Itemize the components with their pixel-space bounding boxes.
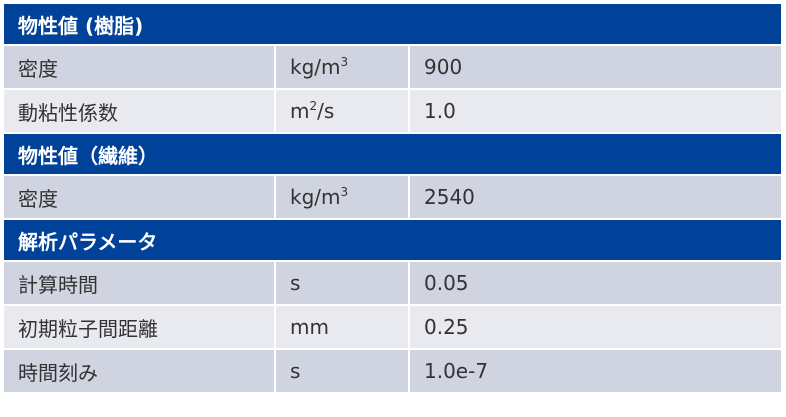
- unit-base: mm: [290, 315, 329, 339]
- table-row: 密度 kg/m3 900: [4, 46, 781, 88]
- property-unit: kg/m3: [276, 46, 408, 88]
- property-value: 2540: [410, 176, 781, 218]
- section-header: 物性値（繊維）: [4, 134, 781, 174]
- table-row: 密度 kg/m3 2540: [4, 176, 781, 218]
- unit-base: kg/m: [290, 185, 341, 209]
- property-value: 1.0: [410, 90, 781, 132]
- property-unit: s: [276, 262, 408, 304]
- unit-base: m: [290, 99, 310, 123]
- section-title: 物性値（繊維）: [4, 134, 781, 174]
- unit-exponent: 3: [340, 55, 349, 69]
- section-title: 解析パラメータ: [4, 220, 781, 260]
- property-name: 密度: [4, 176, 274, 218]
- unit-base: s: [290, 271, 301, 295]
- parameter-table: 物性値 (樹脂) 密度 kg/m3 900 動粘性係数 m2/s 1.0 物性値（繊維…: [2, 2, 783, 394]
- property-value: 0.05: [410, 262, 781, 304]
- section-title: 物性値 (樹脂): [4, 4, 781, 44]
- property-unit: s: [276, 350, 408, 392]
- table-row: 計算時間 s 0.05: [4, 262, 781, 304]
- unit-base: s: [290, 359, 301, 383]
- property-value: 0.25: [410, 306, 781, 348]
- property-unit: m2/s: [276, 90, 408, 132]
- property-unit: mm: [276, 306, 408, 348]
- section-header: 物性値 (樹脂): [4, 4, 781, 44]
- unit-exponent: 2: [309, 99, 318, 113]
- property-value: 1.0e-7: [410, 350, 781, 392]
- property-unit: kg/m3: [276, 176, 408, 218]
- property-name: 動粘性係数: [4, 90, 274, 132]
- property-name: 計算時間: [4, 262, 274, 304]
- unit-exponent: 3: [340, 185, 349, 199]
- unit-tail: /s: [317, 99, 335, 123]
- unit-base: kg/m: [290, 55, 341, 79]
- table-row: 動粘性係数 m2/s 1.0: [4, 90, 781, 132]
- section-header: 解析パラメータ: [4, 220, 781, 260]
- property-name: 初期粒子間距離: [4, 306, 274, 348]
- property-value: 900: [410, 46, 781, 88]
- property-name: 密度: [4, 46, 274, 88]
- table-row: 時間刻み s 1.0e-7: [4, 350, 781, 392]
- table-row: 初期粒子間距離 mm 0.25: [4, 306, 781, 348]
- property-name: 時間刻み: [4, 350, 274, 392]
